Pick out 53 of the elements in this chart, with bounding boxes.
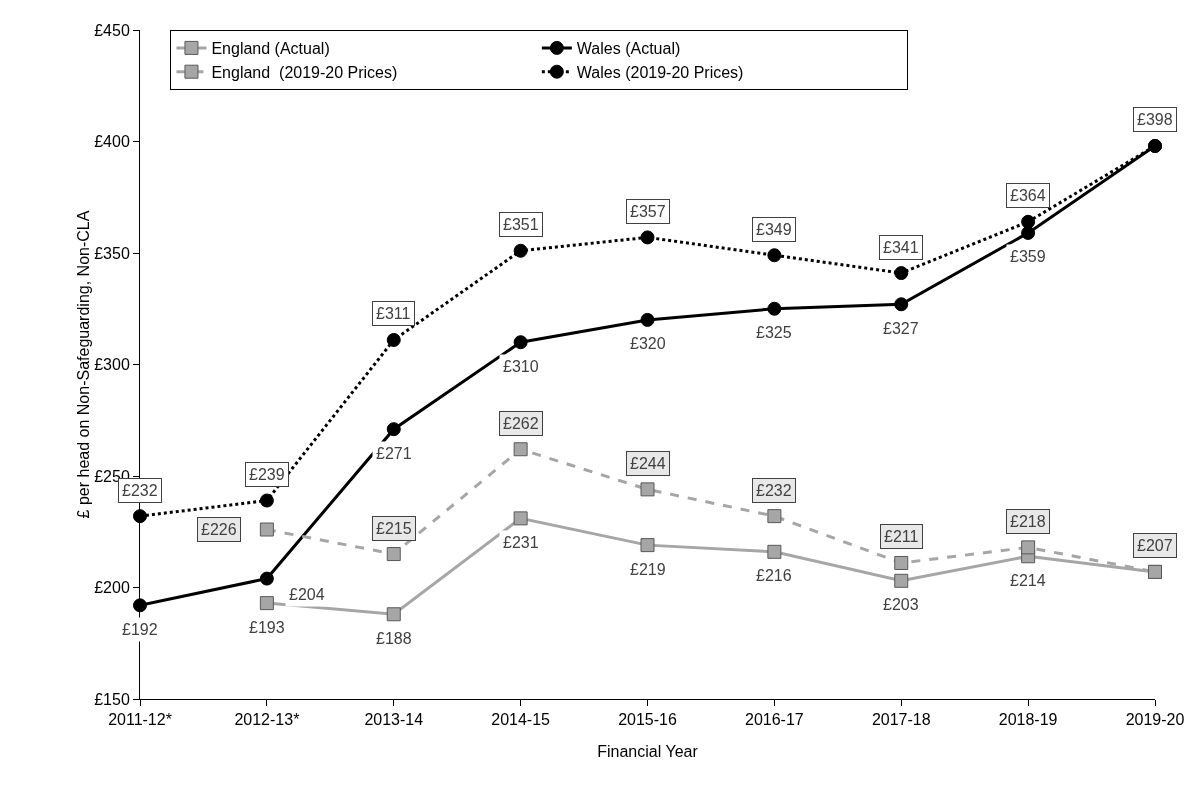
- legend-label: England (Actual): [211, 40, 330, 58]
- data-label: £193: [249, 619, 285, 636]
- data-label: £239: [249, 466, 285, 483]
- legend-label: Wales (2019-20 Prices): [576, 63, 744, 81]
- y-axis-title: £ per head on Non-Safeguarding, Non-CLA: [75, 210, 93, 519]
- x-tick-label: 2015-16: [618, 711, 677, 729]
- y-tick-label: £150: [94, 690, 130, 708]
- data-label: £188: [376, 630, 412, 647]
- data-label: £310: [503, 358, 539, 375]
- data-label: £216: [756, 567, 792, 584]
- data-label: £357: [630, 203, 666, 220]
- data-label: £207: [1137, 537, 1173, 554]
- data-label: £231: [503, 534, 539, 551]
- legend-label: England (2019-20 Prices): [211, 63, 398, 81]
- data-label: £271: [376, 445, 412, 462]
- x-tick-label: 2012-13*: [234, 711, 300, 729]
- data-label: £211: [884, 528, 919, 545]
- x-tick-label: 2018-19: [998, 711, 1058, 729]
- data-label: £204: [289, 586, 325, 603]
- x-tick-label: 2016-17: [745, 711, 804, 729]
- data-label: £351: [503, 216, 539, 233]
- data-label: £215: [376, 520, 412, 537]
- data-label: £398: [1137, 111, 1173, 128]
- x-tick-label: 2017-18: [871, 711, 931, 729]
- y-tick-label: £200: [94, 579, 130, 597]
- data-label: £214: [1010, 572, 1046, 589]
- data-label: £341: [883, 239, 919, 256]
- x-tick-label: 2013-14: [364, 711, 424, 729]
- data-label: £244: [630, 455, 666, 472]
- data-label: £232: [756, 482, 792, 499]
- x-axis-title: Financial Year: [597, 743, 699, 760]
- x-tick-label: 2014-15: [491, 711, 551, 729]
- data-label: £327: [883, 320, 919, 337]
- y-tick-label: £400: [94, 133, 130, 151]
- data-label: £262: [503, 415, 539, 432]
- data-label: £192: [122, 621, 158, 638]
- data-label: £359: [1010, 248, 1046, 265]
- y-tick-label: £350: [94, 244, 130, 262]
- data-label: £320: [630, 335, 666, 352]
- data-label: £364: [1010, 187, 1046, 204]
- data-label: £311: [376, 305, 411, 322]
- data-label: £226: [201, 521, 237, 538]
- data-label: £218: [1010, 513, 1046, 530]
- data-label: £203: [883, 596, 919, 613]
- y-tick-label: £450: [94, 21, 130, 39]
- data-label: £349: [756, 221, 792, 238]
- legend-label: Wales (Actual): [576, 40, 681, 58]
- data-label: £219: [630, 561, 666, 578]
- data-label: £232: [122, 482, 158, 499]
- y-tick-label: £300: [94, 356, 130, 374]
- x-tick-label: 2011-12*: [108, 711, 172, 729]
- data-label: £325: [756, 324, 792, 341]
- x-tick-label: 2019-20: [1125, 711, 1185, 729]
